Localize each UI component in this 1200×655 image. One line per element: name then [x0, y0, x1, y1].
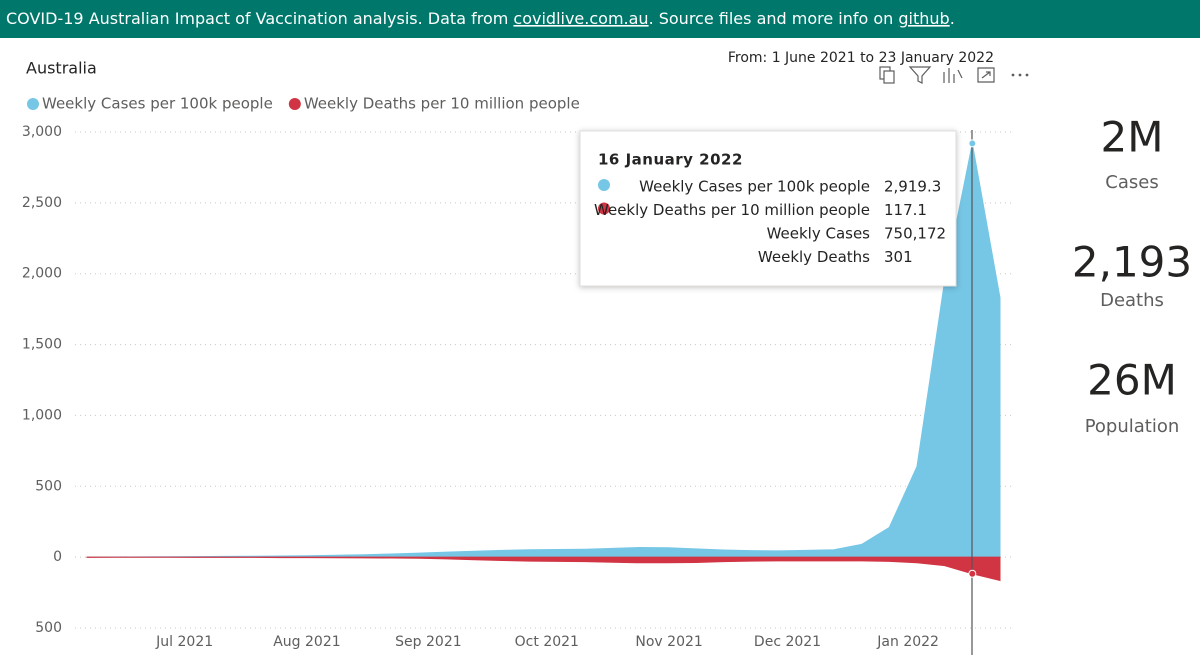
tooltip-value: 2,919.3: [884, 178, 941, 196]
y-tick-label: 500: [35, 620, 62, 636]
x-tick-label: Nov 2021: [635, 634, 702, 650]
header-bar: [0, 0, 1200, 38]
cards: 2M Cases 2,193 Deaths 26M Population: [1072, 113, 1192, 438]
y-tick-label: 2,000: [22, 266, 62, 282]
drill-icon[interactable]: [943, 68, 963, 83]
y-tick-label: 500: [35, 478, 62, 494]
tooltip-label: Weekly Cases per 100k people: [639, 178, 870, 196]
x-tick-label: Oct 2021: [515, 634, 579, 650]
tooltip-label: Weekly Deaths: [758, 248, 870, 266]
copy-icon[interactable]: [879, 66, 895, 84]
tooltip-label: Weekly Cases: [767, 225, 871, 243]
tooltip-value: 301: [884, 248, 913, 266]
tooltip-swatch: [598, 202, 610, 215]
card-value: 2M: [1101, 113, 1164, 162]
tooltip-title: 16 January 2022: [598, 151, 743, 169]
tooltip-value: 750,172: [884, 225, 946, 243]
y-tick-label: 1,500: [22, 337, 62, 353]
legend-label: Weekly Deaths per 10 million people: [304, 95, 580, 113]
tooltip-label: Weekly Deaths per 10 million people: [594, 201, 870, 219]
tooltip-box: [579, 130, 957, 287]
card-label: Population: [1085, 416, 1180, 437]
x-tick-label: Sep 2021: [395, 634, 461, 650]
hover-markers: [968, 139, 977, 578]
tooltip: 16 January 2022 Weekly Cases per 100k pe…: [579, 130, 957, 287]
card-value: 26M: [1087, 356, 1177, 405]
hover-marker: [968, 139, 977, 148]
date-range: From: 1 June 2021 to 23 January 2022: [728, 50, 994, 66]
header-link[interactable]: covidlive.com.au: [513, 9, 648, 28]
legend-swatch: [288, 98, 301, 110]
area: [86, 556, 1001, 582]
header-text-part: .: [950, 9, 955, 28]
x-tick-label: Dec 2021: [754, 634, 821, 650]
card-value: 2,193: [1072, 238, 1192, 287]
y-tick-label: 3,000: [22, 124, 62, 140]
x-tick-label: Jul 2021: [155, 634, 213, 650]
header-text-part: COVID-19 Australian Impact of Vaccinatio…: [6, 9, 513, 28]
area: [86, 143, 1001, 558]
y-tick-label: 1,000: [22, 407, 62, 423]
hover-marker: [968, 569, 977, 578]
legend: Weekly Cases per 100k people Weekly Death…: [27, 95, 580, 113]
legend-swatch: [27, 98, 39, 110]
filter-icon[interactable]: [908, 66, 932, 84]
header-text-part: . Source files and more info on: [649, 9, 899, 28]
header-link[interactable]: github: [898, 9, 949, 28]
plot: [86, 143, 1001, 582]
x-tick-label: Jan 2022: [876, 634, 939, 650]
y-tick-label: 0: [53, 549, 62, 565]
more-icon[interactable]: [1011, 73, 1029, 77]
tooltip-swatch: [598, 179, 610, 191]
axes: 500 0 500 1,000 1,500 2,000 2,500 3,000 Jul 2021…: [22, 124, 939, 650]
tooltip-value: 117.1: [884, 201, 927, 219]
y-tick-label: 2,500: [22, 195, 62, 211]
focus-icon[interactable]: [977, 67, 995, 83]
x-tick-label: Aug 2021: [273, 634, 340, 650]
card-label: Deaths: [1100, 290, 1164, 311]
visual-toolbar: [879, 66, 1029, 84]
chart-title: Australia: [26, 59, 97, 78]
header-text: COVID-19 Australian Impact of Vaccinatio…: [6, 9, 955, 28]
card-label: Cases: [1105, 172, 1158, 193]
legend-label: Weekly Cases per 100k people: [42, 95, 273, 113]
